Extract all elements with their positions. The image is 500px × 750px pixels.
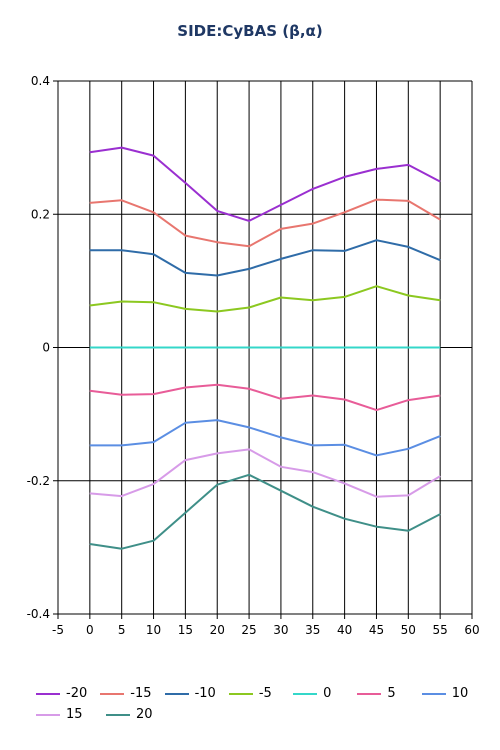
- legend-label: -10: [194, 686, 216, 701]
- legend-row: 15 20: [36, 704, 486, 725]
- legend-item: -15: [100, 686, 164, 701]
- legend-label: -5: [258, 686, 272, 701]
- chart-title: SIDE:CyBAS (β,α): [177, 22, 323, 40]
- x-tick-label: 50: [401, 623, 416, 637]
- legend-swatch: [100, 692, 125, 695]
- series-line--15: [89, 198, 441, 248]
- x-tick-label: 30: [273, 623, 288, 637]
- legend-swatch: [228, 692, 253, 695]
- legend-item: 10: [421, 686, 486, 701]
- y-tick-label: -0.2: [27, 474, 50, 488]
- legend-label: 15: [66, 707, 83, 722]
- series-line--10: [89, 239, 441, 277]
- x-tick-label: 55: [433, 623, 448, 637]
- axes: [53, 80, 473, 619]
- legend-item: 0: [293, 686, 357, 701]
- y-tick-label: 0.2: [31, 207, 50, 221]
- legend-label: -20: [66, 686, 88, 701]
- legend-swatch: [293, 692, 318, 695]
- legend-swatch: [164, 692, 189, 695]
- x-tick-label: 10: [146, 623, 161, 637]
- x-tick-label: 20: [210, 623, 225, 637]
- legend-label: 10: [451, 686, 469, 701]
- legend-swatch: [421, 692, 446, 695]
- x-tick-label: 60: [464, 623, 479, 637]
- y-tick-label: 0: [42, 341, 50, 355]
- series-line--20: [89, 146, 441, 222]
- series-lines: [89, 146, 441, 550]
- tick-labels: -5 0 5 10 15 20 25 30 35 40 45 50 55 60 0.4 0.2 0 -0.2 -0.…: [27, 74, 480, 637]
- legend-label: 20: [136, 707, 153, 722]
- legend: -20 -15 -10 -5 0 5 10 15 20: [36, 683, 486, 725]
- x-tick-label: 0: [86, 623, 94, 637]
- series-line-20: [89, 473, 441, 550]
- series-line--5: [89, 285, 441, 313]
- legend-swatch: [36, 713, 60, 716]
- legend-item: -20: [36, 686, 100, 701]
- legend-item: 20: [106, 707, 176, 722]
- series-line-10: [89, 419, 441, 457]
- legend-label: 5: [387, 686, 396, 701]
- legend-label: -15: [130, 686, 152, 701]
- legend-swatch: [106, 713, 130, 716]
- x-tick-label: -5: [52, 623, 64, 637]
- y-tick-label: 0.4: [31, 74, 50, 88]
- legend-label: 0: [323, 686, 332, 701]
- series-line-5: [89, 383, 441, 412]
- legend-item: -10: [164, 686, 229, 701]
- legend-row: -20 -15 -10 -5 0 5 10: [36, 683, 486, 704]
- x-tick-label: 35: [305, 623, 320, 637]
- y-tick-label: -0.4: [27, 607, 50, 621]
- legend-swatch: [36, 692, 60, 695]
- x-tick-label: 25: [241, 623, 256, 637]
- legend-item: -5: [228, 686, 293, 701]
- line-chart: -5 0 5 10 15 20 25 30 35 40 45 50 55 60 0.4 0.2 0 -0.2 -0.…: [27, 74, 480, 637]
- x-tick-label: 5: [118, 623, 126, 637]
- series-line-15: [89, 448, 441, 498]
- legend-item: 5: [357, 686, 421, 701]
- legend-item: 15: [36, 707, 106, 722]
- x-tick-label: 15: [178, 623, 193, 637]
- legend-swatch: [357, 692, 382, 695]
- x-tick-label: 45: [369, 623, 384, 637]
- x-tick-label: 40: [337, 623, 352, 637]
